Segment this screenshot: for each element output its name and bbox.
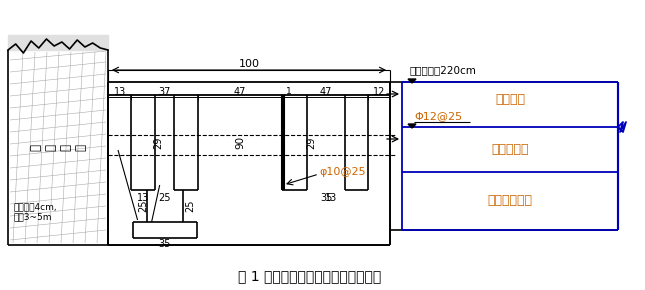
Text: 25: 25 (158, 193, 171, 203)
Text: φ10@25: φ10@25 (319, 167, 366, 177)
Text: 47: 47 (320, 87, 332, 97)
Polygon shape (408, 124, 416, 128)
Text: 35: 35 (159, 239, 171, 249)
Text: 1: 1 (286, 88, 292, 97)
Text: 29: 29 (306, 136, 317, 149)
Text: 90: 90 (235, 136, 245, 149)
Text: 25: 25 (138, 200, 148, 212)
Text: 图 1 水沟及通信信号电缆槽结构详图: 图 1 水沟及通信信号电缆槽结构详图 (239, 269, 382, 283)
Text: 道床板底面: 道床板底面 (491, 143, 529, 156)
Text: 内轨顶面: 内轨顶面 (495, 93, 525, 106)
Text: 二
衬
边
墙: 二 衬 边 墙 (29, 144, 87, 151)
Text: 35: 35 (320, 193, 332, 203)
Text: 13: 13 (137, 193, 149, 203)
Text: 37: 37 (159, 87, 171, 97)
Text: 29: 29 (154, 136, 164, 149)
Polygon shape (408, 79, 416, 83)
Text: 25: 25 (186, 200, 195, 212)
Text: Φ12@25: Φ12@25 (414, 111, 462, 122)
Text: 无砟轨道垫层: 无砟轨道垫层 (488, 195, 533, 208)
Text: 12: 12 (373, 87, 386, 97)
Text: 13: 13 (114, 87, 126, 97)
Text: 13: 13 (324, 193, 337, 203)
Text: 泌水槽宽4cm,
间距3~5m: 泌水槽宽4cm, 间距3~5m (13, 202, 57, 222)
Text: 100: 100 (239, 59, 259, 69)
Text: 47: 47 (234, 87, 246, 97)
Text: 正线距中线220cm: 正线距中线220cm (410, 65, 477, 75)
